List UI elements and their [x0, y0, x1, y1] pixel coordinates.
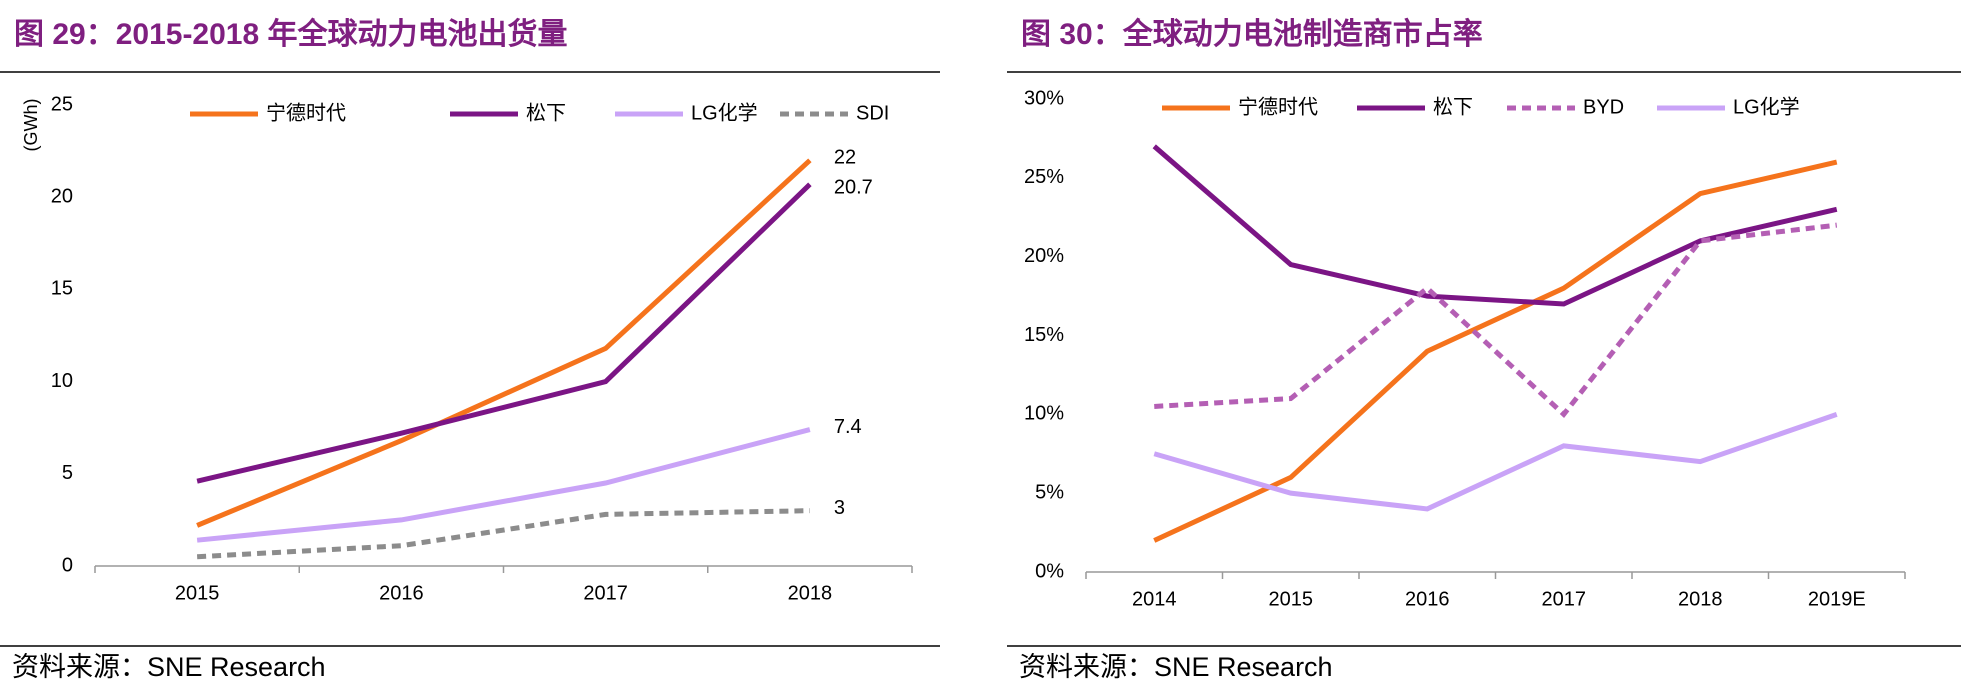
- series-line: [196, 182, 812, 484]
- y-axis-label: (GWh): [21, 99, 41, 152]
- legend-label: 宁德时代: [1238, 95, 1318, 118]
- legend-label: 松下: [1433, 95, 1473, 118]
- data-label: 7.4: [834, 416, 862, 438]
- y-tick-label: 0: [62, 554, 73, 576]
- y-tick-label: 15: [51, 278, 73, 300]
- x-tick-label: 2017: [1542, 588, 1587, 610]
- x-tick-label: 2018: [788, 582, 833, 604]
- y-tick-label: 20: [51, 185, 73, 207]
- x-tick-label: 2014: [1132, 588, 1177, 610]
- data-label: 3: [834, 497, 845, 519]
- series-line: [1154, 222, 1838, 419]
- legend-label: LG化学: [1733, 95, 1800, 118]
- source: 资料来源：SNE Research: [12, 652, 326, 680]
- x-tick-label: 2018: [1678, 588, 1723, 610]
- legend-label: 松下: [526, 101, 566, 124]
- x-tick-label: 2019E: [1808, 588, 1866, 610]
- data-label: 20.7: [834, 177, 873, 199]
- x-tick-label: 2017: [583, 582, 628, 604]
- x-tick-label: 2016: [1405, 588, 1450, 610]
- legend-label: LG化学: [691, 101, 758, 124]
- x-tick-label: 2015: [175, 582, 220, 604]
- legend-label: 宁德时代: [266, 101, 346, 124]
- series-line: [196, 508, 810, 560]
- source: 资料来源：SNE Research: [1019, 652, 1333, 680]
- y-tick-label: 10: [51, 370, 73, 392]
- y-tick-label: 30%: [1024, 87, 1064, 109]
- x-tick-label: 2015: [1269, 588, 1314, 610]
- y-tick-label: 10%: [1024, 403, 1064, 425]
- legend-label: BYD: [1583, 96, 1624, 118]
- x-tick-label: 2016: [379, 582, 424, 604]
- y-tick-label: 5: [62, 462, 73, 484]
- series-line: [1153, 411, 1838, 512]
- y-tick-label: 15%: [1024, 324, 1064, 346]
- data-label: 22: [834, 147, 856, 169]
- y-tick-label: 0%: [1035, 560, 1064, 582]
- series-line: [1152, 144, 1838, 307]
- series-line: [196, 427, 811, 543]
- chart-title: 图 30：全球动力电池制造商市占率: [1021, 17, 1483, 51]
- legend-label: SDI: [856, 102, 889, 124]
- series-line: [196, 158, 812, 528]
- y-tick-label: 25%: [1024, 166, 1064, 188]
- chart-title: 图 29：2015-2018 年全球动力电池出货量: [14, 17, 568, 51]
- y-tick-label: 20%: [1024, 245, 1064, 267]
- y-tick-label: 5%: [1035, 481, 1064, 503]
- y-tick-label: 25: [51, 93, 73, 115]
